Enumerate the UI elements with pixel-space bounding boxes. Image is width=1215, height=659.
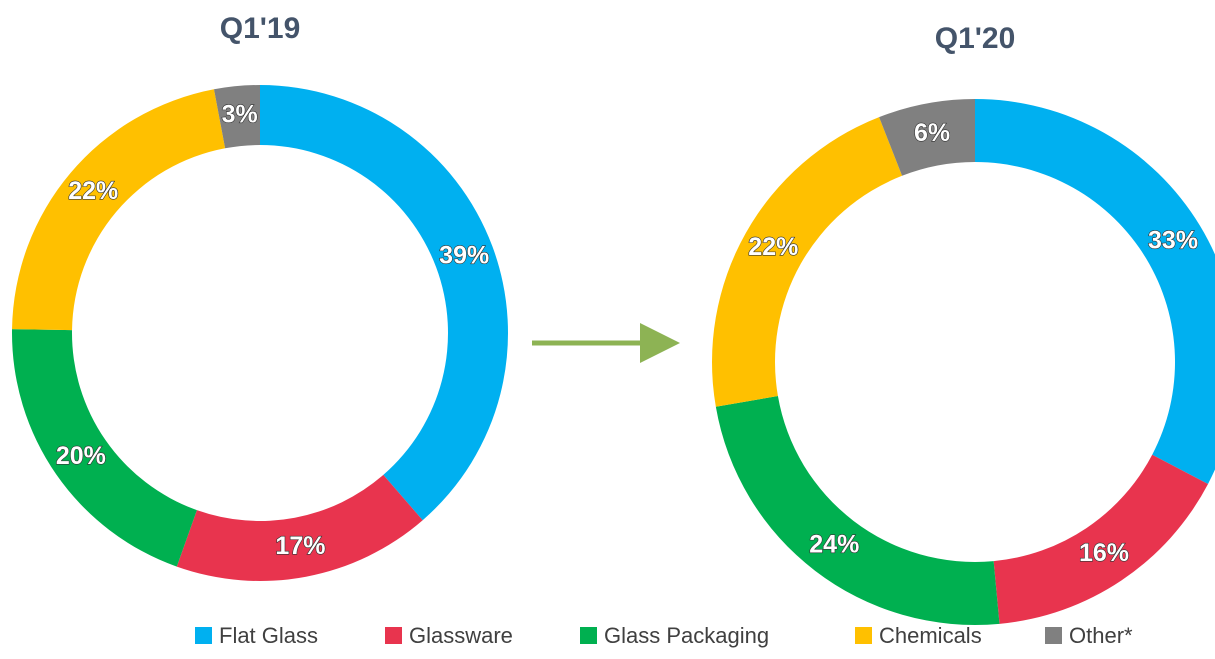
value-label: 22% (68, 177, 118, 205)
value-label: 17% (275, 532, 325, 560)
chart-title: Q1'19 (220, 12, 301, 45)
legend-swatch (1045, 627, 1062, 644)
legend-swatch (195, 627, 212, 644)
legend-swatch (385, 627, 402, 644)
donut-segment (975, 99, 1215, 484)
legend-label: Other* (1069, 623, 1133, 648)
legend-swatch (855, 627, 872, 644)
donut-segment (715, 396, 1000, 625)
donut-segment (176, 474, 423, 581)
legend-label: Flat Glass (219, 623, 318, 648)
donut-segment (12, 89, 226, 331)
donut-segment (260, 85, 508, 521)
value-label: 33% (1148, 227, 1198, 255)
value-label: 6% (914, 119, 950, 147)
donut-segment (213, 85, 260, 149)
chart-title: Q1'20 (935, 22, 1016, 55)
value-label: 3% (222, 101, 258, 129)
value-label: 39% (439, 241, 489, 269)
value-label: 24% (809, 530, 859, 558)
legend-label: Glassware (409, 623, 513, 648)
legend-swatch (580, 627, 597, 644)
value-label: 20% (56, 442, 106, 470)
donut-segment (12, 329, 197, 567)
donut-segment (993, 454, 1209, 624)
legend-label: Glass Packaging (604, 623, 769, 648)
value-label: 16% (1079, 539, 1129, 567)
legend-label: Chemicals (879, 623, 982, 648)
donut-segment (712, 117, 903, 407)
donut-segment (879, 99, 975, 176)
value-label: 22% (748, 233, 798, 261)
